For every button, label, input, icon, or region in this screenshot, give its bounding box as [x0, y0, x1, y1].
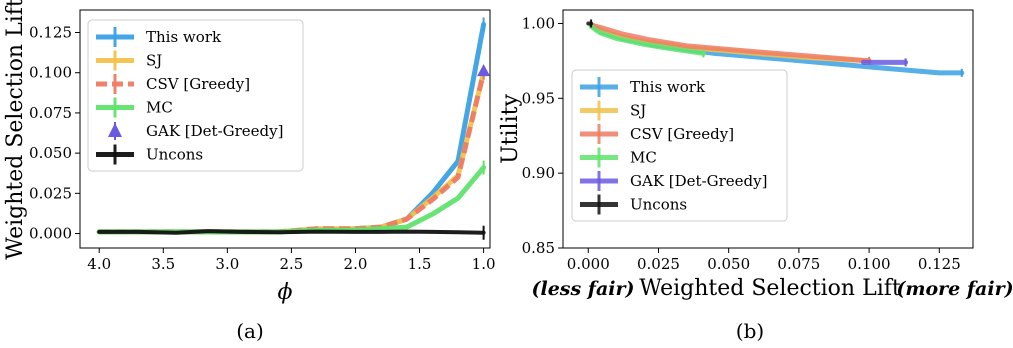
legend-a: This work SJ CSV [Greedy] MC GAK [Det-Greedy…: [87, 19, 304, 172]
y-tick-label-b: 1.00: [522, 14, 555, 32]
legend-label-gak-det-greedy-b: GAK [Det-Greedy]: [630, 172, 767, 190]
x-tick-label-b: 0.000: [567, 255, 610, 273]
x-tick-label-a: 1.0: [472, 255, 496, 273]
y-axis-label-a: Weighted Selection Lift: [3, 0, 28, 260]
x-tick-label-a: 1.5: [408, 255, 432, 273]
x-axis-label-b: Weighted Selection Lift: [639, 276, 901, 301]
caption-b: (b): [736, 319, 764, 343]
series-line-mc-b: [588, 24, 706, 56]
panel-a: 4.0 3.5 3.0 2.5 2.0 1.5 1.0 0.000 0.025 0.050 0.07…: [3, 0, 496, 343]
y-tick-label-b: 0.85: [522, 239, 555, 257]
legend-label-uncons-a: Uncons: [146, 146, 203, 164]
legend-label-csv-greedy-b: CSV [Greedy]: [630, 125, 734, 143]
series-group-a: [96, 17, 490, 240]
ticks-a: 4.0 3.5 3.0 2.5 2.0 1.5 1.0 0.000 0.025 0.050 0.07…: [29, 24, 495, 273]
x-tick-label-a: 4.0: [87, 255, 111, 273]
panel-b: 0.000 0.025 0.050 0.075 0.100 0.125 0.85 0.90 0.…: [498, 9, 1013, 343]
x-tick-label-b: 0.100: [848, 255, 891, 273]
y-tick-label-a: 0.100: [29, 64, 72, 82]
legend-box-a: [87, 19, 304, 172]
ticks-b: 0.000 0.025 0.050 0.075 0.100 0.125 0.85 0.90 0.…: [522, 14, 961, 273]
legend-label-this-work-b: This work: [630, 78, 706, 96]
series-marker-gak-det-greedy-a: [477, 64, 490, 77]
y-tick-label-a: 0.025: [29, 184, 72, 202]
x-tick-label-b: 0.125: [918, 255, 961, 273]
x-axis-label-a: ϕ: [278, 280, 293, 305]
x-axis-note-more-fair: (more fair): [896, 278, 1013, 300]
x-axis-note-less-fair: (less fair): [531, 278, 634, 300]
x-tick-label-a: 2.5: [279, 255, 303, 273]
y-tick-label-b: 0.90: [522, 164, 555, 182]
legend-label-sj-a: SJ: [146, 52, 162, 70]
legend-label-this-work-a: This work: [146, 28, 222, 46]
x-tick-label-b: 0.075: [777, 255, 820, 273]
legend-label-sj-b: SJ: [630, 102, 646, 120]
series-line-csv-greedy-b: [588, 22, 872, 64]
legend-label-gak-det-greedy-a: GAK [Det-Greedy]: [146, 122, 283, 140]
y-tick-label-a: 0.000: [29, 225, 72, 243]
y-tick-label-b: 0.95: [522, 89, 555, 107]
y-tick-label-a: 0.050: [29, 144, 72, 162]
legend-label-uncons-b: Uncons: [630, 196, 687, 214]
x-tick-label-a: 3.0: [215, 255, 239, 273]
legend-label-mc-b: MC: [630, 149, 657, 167]
series-group-b: [586, 19, 965, 77]
legend-label-csv-greedy-a: CSV [Greedy]: [146, 75, 250, 93]
x-tick-label-b: 0.025: [637, 255, 680, 273]
y-tick-label-a: 0.075: [29, 104, 72, 122]
legend-marker-gak-det-greedy-a: [108, 123, 122, 137]
x-tick-label-a: 2.0: [344, 255, 368, 273]
series-line-uncons-a: [97, 229, 486, 235]
legend-b: This work SJ CSV [Greedy] MC GAK [Det-Greedy…: [571, 69, 788, 222]
y-tick-label-a: 0.125: [29, 24, 72, 42]
x-tick-label-a: 3.5: [151, 255, 175, 273]
caption-a: (a): [236, 319, 264, 343]
y-axis-label-b: Utility: [498, 94, 523, 164]
legend-label-mc-a: MC: [146, 99, 173, 117]
legend-box-b: [571, 69, 788, 222]
x-tick-label-b: 0.050: [707, 255, 750, 273]
